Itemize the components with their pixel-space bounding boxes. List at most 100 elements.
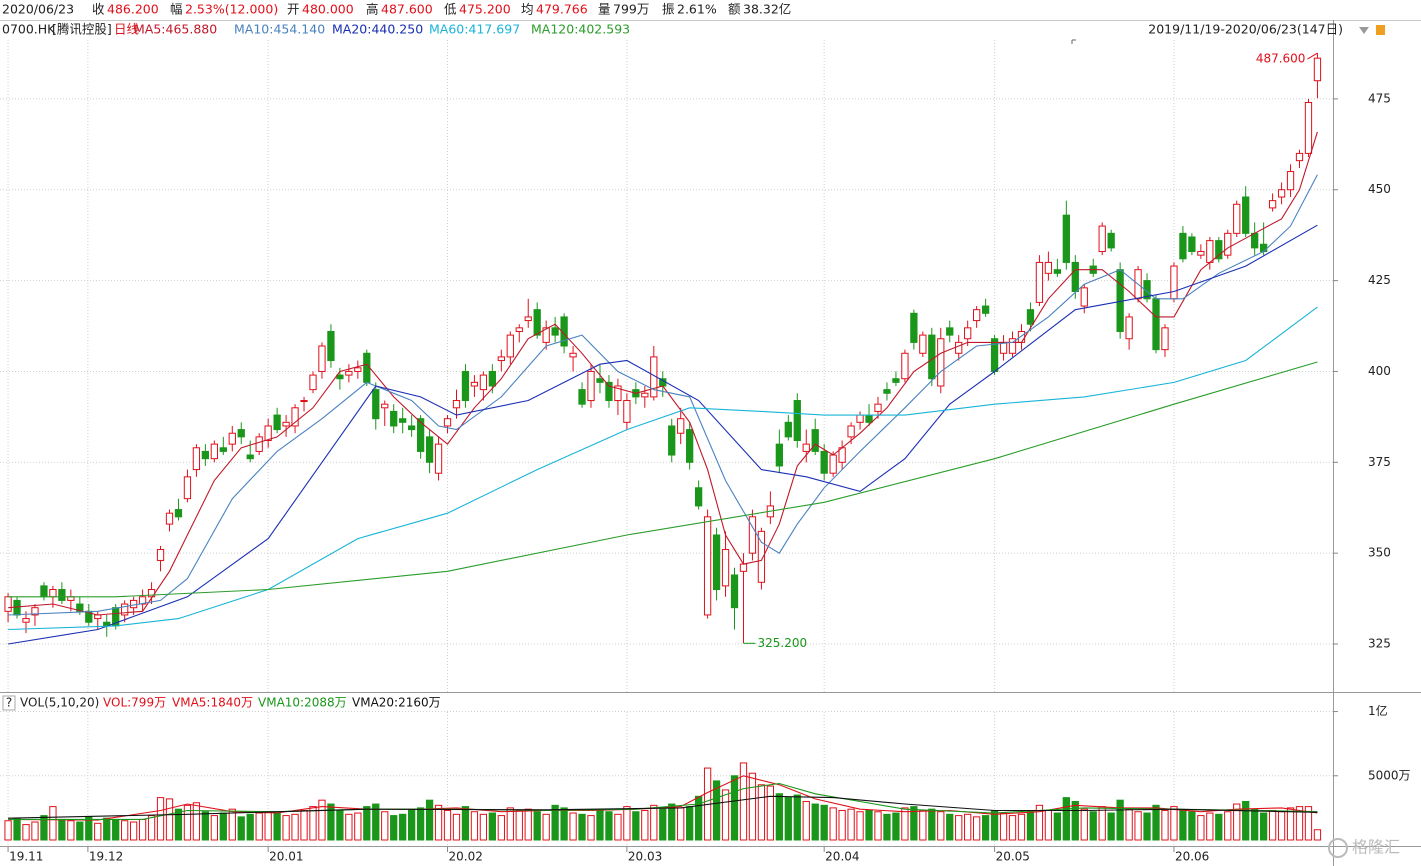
header-field: 低 — [444, 2, 457, 17]
candle-body — [31, 607, 39, 616]
help-box[interactable] — [2, 695, 16, 711]
ma-line — [8, 361, 1318, 598]
volume-bar — [650, 804, 658, 841]
candle-body — [506, 334, 514, 358]
x-tick-label: 20.06 — [1175, 850, 1209, 864]
x-tick-label: 20.01 — [269, 850, 303, 864]
candle-body — [470, 381, 479, 387]
volume-bar — [1224, 811, 1232, 841]
volume-bar — [246, 813, 254, 841]
candle-body — [443, 418, 452, 427]
volume-bar — [300, 809, 308, 841]
header-field: 475.200 — [459, 2, 511, 17]
volume-bar — [228, 808, 236, 841]
volume-bar — [1116, 799, 1124, 841]
candle-body — [183, 476, 192, 500]
candle-body — [847, 425, 855, 438]
candle-body — [1251, 232, 1259, 249]
volume-bar — [309, 806, 317, 841]
volume-bar — [937, 811, 945, 841]
volume-bar — [1062, 797, 1070, 841]
candle-body — [1233, 203, 1241, 234]
volume-bar — [1053, 812, 1062, 841]
volume-bar — [515, 809, 523, 841]
y-tick-label: 375 — [1368, 455, 1391, 469]
candle-body — [757, 530, 766, 583]
volume-bar — [811, 803, 819, 841]
lock-icon[interactable] — [1376, 25, 1385, 35]
volume-bar — [981, 815, 990, 841]
candle-body — [1008, 338, 1017, 354]
volume-bar — [999, 812, 1008, 841]
volume-bar — [964, 813, 972, 841]
header-field: 479.766 — [536, 2, 588, 17]
candle-body — [345, 370, 353, 376]
candle-body — [309, 374, 317, 391]
volume-bar — [686, 806, 694, 841]
candle-body — [129, 599, 138, 609]
volume-label: VOL(5,10,20) — [20, 696, 99, 710]
dropdown-icon[interactable] — [1359, 27, 1369, 34]
candle-body — [515, 327, 523, 332]
help-icon[interactable]: ? — [6, 696, 12, 710]
volume-bar — [76, 821, 84, 841]
volume-bar — [883, 813, 891, 841]
candle-body — [946, 327, 954, 336]
volume-bar — [623, 806, 631, 841]
candle-body — [856, 414, 864, 423]
volume-bar — [147, 815, 156, 841]
volume-bar — [425, 799, 434, 841]
volume-bar — [192, 802, 201, 841]
volume-bar — [677, 807, 685, 841]
header-field: 486.200 — [107, 2, 159, 17]
header-field: 487.600 — [381, 2, 433, 17]
candle-body — [497, 356, 505, 362]
volume-bar — [255, 812, 263, 841]
candle-body — [1107, 232, 1115, 249]
candle-body — [1125, 316, 1133, 340]
volume-bar — [1125, 808, 1133, 841]
candle-body — [255, 436, 263, 452]
volume-bar — [1242, 800, 1250, 841]
candle-body — [174, 509, 183, 518]
candle-body — [1197, 251, 1205, 256]
volume-bar — [533, 811, 541, 841]
volume-bar — [1170, 806, 1178, 841]
candle-body — [578, 389, 586, 405]
volume-bar — [721, 789, 730, 841]
y-tick-label: 475 — [1368, 91, 1391, 105]
candle-body — [955, 341, 963, 354]
volume-bar — [210, 815, 218, 841]
volume-bar — [1304, 806, 1313, 841]
x-tick-label: 19.11 — [9, 850, 43, 864]
volume-bar — [838, 809, 846, 841]
candle-body — [210, 443, 218, 460]
candle-body — [910, 312, 918, 343]
volume-bar — [596, 809, 604, 841]
header-field: 收 — [92, 2, 105, 17]
volume-bar — [1295, 806, 1304, 841]
volume-bar — [1259, 812, 1268, 841]
stock-name: [腾讯控股] — [52, 22, 112, 37]
candle-body — [1152, 298, 1160, 351]
volume-bar — [434, 804, 443, 841]
candle-body — [58, 589, 66, 601]
candle-body — [739, 563, 748, 572]
volume-bar — [1026, 811, 1035, 841]
legend-entry: VMA10:2088万 — [258, 696, 347, 710]
volume-bar — [865, 809, 873, 841]
candle-body — [121, 603, 129, 616]
volume-bar — [470, 811, 479, 841]
candle-body — [1286, 171, 1295, 191]
volume-bar — [40, 815, 48, 841]
candle-body — [246, 454, 254, 460]
volume-bar — [766, 785, 775, 841]
volume-bar — [174, 808, 183, 841]
x-tick-label: 19.12 — [89, 850, 123, 864]
candle-body — [282, 421, 290, 427]
candle-body — [408, 425, 416, 431]
header-field: 开 — [287, 2, 300, 17]
volume-bar — [363, 806, 371, 841]
candle-body — [748, 516, 757, 554]
legend-entry: VMA20:2160万 — [352, 696, 441, 710]
